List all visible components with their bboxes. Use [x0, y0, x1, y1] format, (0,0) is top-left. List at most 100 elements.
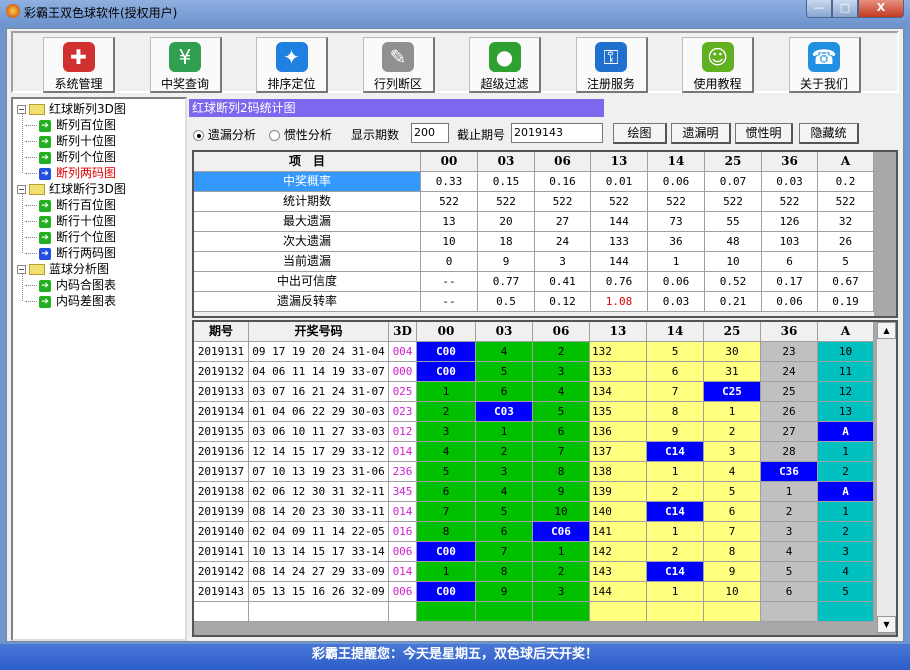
tree-item-label: 断行十位图 — [56, 214, 117, 228]
numbers-cell: 08 14 24 27 29 33-09 — [249, 562, 389, 582]
column-header: 03 — [478, 152, 535, 172]
omission-cell: 5 — [417, 462, 476, 482]
collapse-toggle-icon[interactable]: − — [17, 265, 26, 274]
period-cell: 2019141 — [194, 542, 249, 562]
end-period-input[interactable]: 2019143 — [511, 123, 603, 143]
omission-cell: C14 — [647, 502, 704, 522]
arrow-icon: ➔ — [39, 295, 51, 308]
radio-button[interactable] — [193, 130, 204, 141]
row-label[interactable]: 次大遗漏 — [194, 232, 421, 252]
omission-cell: 11 — [818, 362, 874, 382]
stat-cell: 522 — [705, 192, 762, 212]
omission-cell: 136 — [590, 422, 647, 442]
stat-cell: -- — [421, 272, 478, 292]
table-filler — [874, 152, 896, 316]
close-button[interactable]: X — [858, 0, 904, 18]
radio-inertia[interactable]: 惯性分析 — [269, 126, 332, 143]
numbers-cell: 03 07 16 21 24 31-07 — [249, 382, 389, 402]
omission-cell: 6 — [647, 362, 704, 382]
tree-item[interactable]: ➔ 内码差图表 — [25, 293, 116, 309]
omission-cell: 1 — [647, 522, 704, 542]
toolbar-button-8[interactable]: ☎ 关于我们 — [788, 37, 861, 93]
collapse-toggle-icon[interactable]: − — [17, 105, 26, 114]
omission-cell: 2 — [647, 482, 704, 502]
tree-item[interactable]: ➔ 断列百位图 — [25, 117, 116, 133]
row-label[interactable]: 统计期数 — [194, 192, 421, 212]
tree-item[interactable]: ➔ 断行百位图 — [25, 197, 116, 213]
omission-cell: 6 — [533, 422, 590, 442]
omission-cell: 3 — [476, 462, 533, 482]
toolbar-button-label: 注册服务 — [586, 77, 635, 91]
vertical-scrollbar[interactable]: ▲ ▼ — [877, 322, 896, 633]
toolbar-button-2[interactable]: ¥ 中奖查询 — [149, 37, 222, 93]
tree-group[interactable]: − 红球断行3D图 — [17, 181, 126, 197]
tree-group[interactable]: − 红球断列3D图 — [17, 101, 126, 117]
3d-cell: 000 — [389, 362, 417, 382]
scroll-up-button[interactable]: ▲ — [877, 322, 896, 339]
omission-cell: 3 — [533, 362, 590, 382]
omission-cell: 13 — [818, 402, 874, 422]
tree-group-label: 红球断列3D图 — [49, 102, 126, 116]
stat-cell: 144 — [591, 252, 648, 272]
row-label[interactable]: 当前遗漏 — [194, 252, 421, 272]
toolbar: ✚ 系统管理 ¥ 中奖查询 ✦ 排序定位 ✎ 行列断区 ● 超级过滤 ⚿ 注册服务 ☺ 使用教程 ☎ 关于我们 — [11, 31, 899, 93]
tree-connector — [25, 301, 37, 302]
tree-item[interactable]: ➔ 断行十位图 — [25, 213, 116, 229]
omission-cell: 6 — [417, 482, 476, 502]
draw-button[interactable]: 绘图 — [613, 123, 667, 144]
stat-cell: 55 — [705, 212, 762, 232]
tree-item[interactable]: ➔ 断行两码图 — [25, 245, 116, 261]
tree-item[interactable]: ➔ 断列十位图 — [25, 133, 116, 149]
toolbar-button-3[interactable]: ✦ 排序定位 — [256, 37, 328, 93]
row-label[interactable]: 中出可信度 — [194, 272, 421, 292]
omission-cell: C36 — [761, 462, 818, 482]
tree-item[interactable]: ➔ 断行个位图 — [25, 229, 116, 245]
periods-input[interactable]: 200 — [411, 123, 449, 143]
omission-cell: 1 — [417, 562, 476, 582]
hide-stats-button[interactable]: 隐藏统 — [799, 123, 859, 144]
omission-cell: 23 — [761, 342, 818, 362]
omission-cell: 7 — [704, 522, 761, 542]
tree-group[interactable]: − 蓝球分析图 — [17, 261, 109, 277]
3d-cell: 014 — [389, 562, 417, 582]
numbers-cell: 09 17 19 20 24 31-04 — [249, 342, 389, 362]
toolbar-button-6[interactable]: ⚿ 注册服务 — [575, 37, 648, 93]
row-label[interactable]: 遗漏反转率 — [194, 292, 421, 312]
omission-cell: 5 — [704, 482, 761, 502]
row-label[interactable]: 最大遗漏 — [194, 212, 421, 232]
omission-cell: 1 — [818, 442, 874, 462]
minimize-button[interactable]: — — [806, 0, 832, 18]
collapse-toggle-icon[interactable]: − — [17, 185, 26, 194]
radio-omission[interactable]: 遗漏分析 — [193, 126, 256, 143]
navigation-tree: − 红球断列3D图 ➔ 断列百位图 ➔ 断列十位图 ➔ 断列个位图 ➔ 断列两码图 − 红球断行3D图… — [11, 97, 187, 641]
tree-item[interactable]: ➔ 内码合图表 — [25, 277, 116, 293]
tree-item[interactable]: ➔ 断列个位图 — [25, 149, 116, 165]
toolbar-button-4[interactable]: ✎ 行列断区 — [362, 37, 435, 93]
scroll-down-button[interactable]: ▼ — [877, 616, 896, 633]
omission-cell: 144 — [590, 582, 647, 602]
toolbar-button-5[interactable]: ● 超级过滤 — [469, 37, 541, 93]
row-label[interactable]: 中奖概率 — [194, 172, 421, 192]
3d-cell: 016 — [389, 522, 417, 542]
stat-cell: 144 — [591, 212, 648, 232]
maximize-button[interactable]: □ — [832, 0, 858, 18]
stat-cell: 0.16 — [535, 172, 591, 192]
omission-cell: 2 — [704, 422, 761, 442]
tree-item[interactable]: ➔ 断列两码图 — [25, 165, 116, 181]
column-header: 25 — [705, 152, 762, 172]
radio-button[interactable] — [269, 130, 280, 141]
stat-cell: 0.52 — [705, 272, 762, 292]
3d-cell: 012 — [389, 422, 417, 442]
tree-connector — [22, 273, 23, 301]
title-bar: 彩霸王双色球软件(授权用户) — □ X — [0, 0, 910, 24]
filter-box-icon: ● — [488, 42, 521, 72]
inertia-detail-button[interactable]: 惯性明 — [735, 123, 793, 144]
numbers-cell: 04 06 11 14 19 33-07 — [249, 362, 389, 382]
omission-detail-button[interactable]: 遗漏明 — [671, 123, 731, 144]
omission-cell: 8 — [417, 522, 476, 542]
blank-cell — [590, 602, 647, 622]
blank-cell — [476, 602, 533, 622]
column-header: 00 — [421, 152, 478, 172]
toolbar-button-1[interactable]: ✚ 系统管理 — [43, 37, 115, 93]
toolbar-button-7[interactable]: ☺ 使用教程 — [682, 37, 754, 93]
